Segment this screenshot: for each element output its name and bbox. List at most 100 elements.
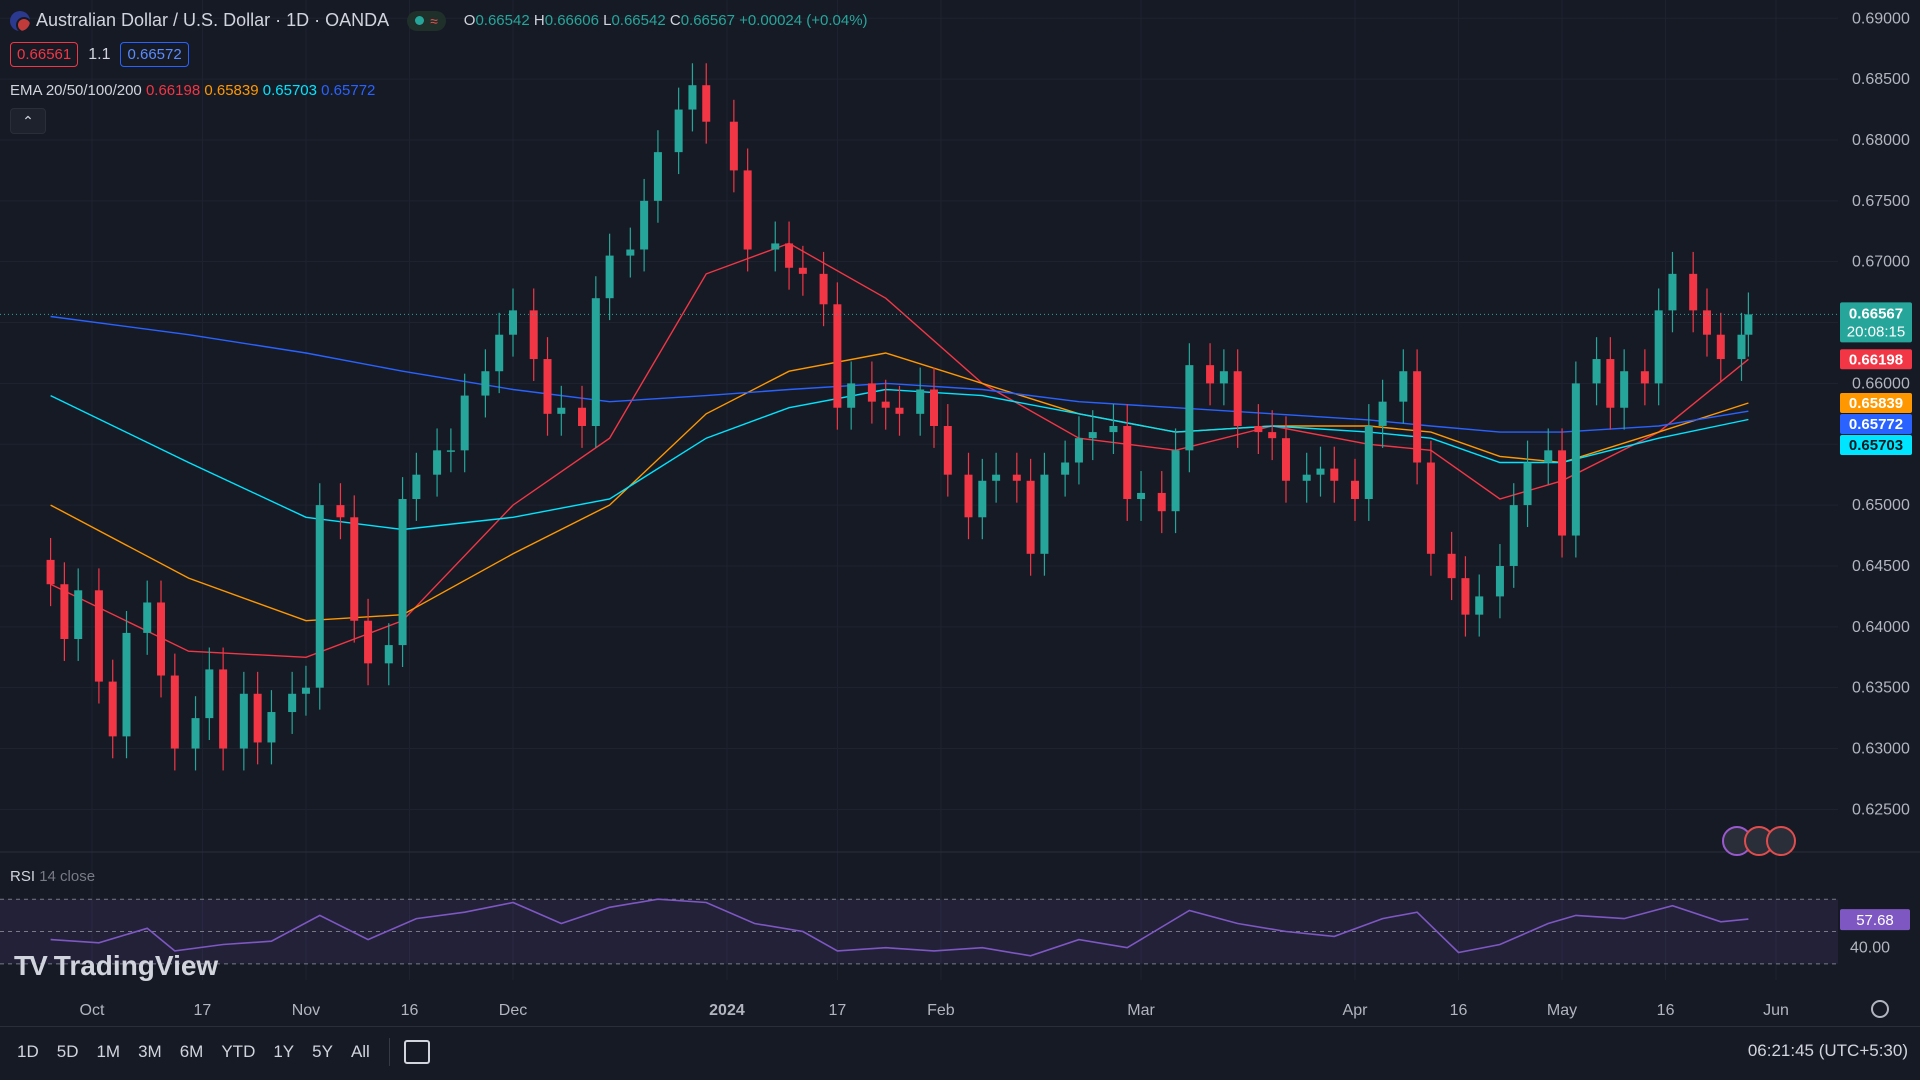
candle-down (108, 681, 117, 737)
candle-down (1413, 371, 1422, 463)
candle-up (446, 450, 455, 452)
range-6m-button[interactable]: 6M (179, 1042, 204, 1061)
range-1m-button[interactable]: 1M (96, 1042, 121, 1061)
candle-up (1495, 565, 1504, 597)
candle-down (1233, 371, 1242, 426)
candle-up (978, 480, 987, 518)
range-3m-button[interactable]: 3M (138, 1042, 162, 1061)
candle-down (253, 693, 262, 743)
candle-up (1185, 365, 1194, 451)
candle-up (1171, 450, 1180, 512)
candle-up (460, 395, 469, 451)
candle-down (819, 273, 828, 305)
candle-up (653, 152, 662, 201)
candle-up (1399, 371, 1408, 402)
candle-down (743, 170, 752, 250)
candle-down (219, 669, 228, 749)
price-tick-label: 0.67500 (1852, 193, 1910, 210)
time-tick-label: Feb (927, 1002, 955, 1019)
collapse-legend-button[interactable]: ⌃ (10, 108, 46, 134)
rsi-pane: 40.00 57.68 (0, 898, 1910, 965)
candle-down (170, 675, 179, 749)
candle-down (364, 620, 373, 664)
candle-up (191, 718, 200, 749)
candle-down (543, 359, 552, 414)
candle-up (1744, 314, 1753, 335)
ema20-value: 0.66198 (145, 82, 201, 99)
range-1y-button[interactable]: 1Y (273, 1042, 295, 1061)
tradingview-logo[interactable]: TV TradingView (14, 950, 218, 982)
candle-down (1351, 480, 1359, 500)
candle-down (943, 426, 952, 475)
time-tick-label: 17 (194, 1002, 212, 1019)
candle-down (895, 407, 904, 414)
candle-up (640, 200, 649, 250)
candle-down (833, 304, 842, 408)
candle-up (1654, 310, 1663, 384)
candle-up (398, 499, 407, 646)
time-tick-label: Nov (292, 1002, 320, 1019)
high-label: H (533, 12, 545, 29)
time-tick-label: Mar (1127, 1002, 1155, 1019)
candle-up (384, 645, 393, 664)
range-ytd-button[interactable]: YTD (221, 1042, 256, 1061)
ema200-tag: 0.65772 (1849, 416, 1903, 433)
ema100-value: 0.65703 (262, 82, 317, 99)
us-flag-event-icon[interactable] (1766, 826, 1796, 856)
candle-down (964, 474, 973, 518)
session-clock[interactable]: 06:21:45 (UTC+5:30) (1747, 1041, 1908, 1060)
range-1d-button[interactable]: 1D (17, 1042, 39, 1061)
ema50-tag-bg (1840, 392, 1912, 413)
candle-up (1074, 438, 1083, 463)
close-value: 0.66567 (680, 12, 735, 29)
candle-up (1668, 273, 1677, 311)
rsi-value-tag (1840, 909, 1910, 931)
chevron-up-icon: ⌃ (22, 112, 34, 129)
calendar-goto-icon[interactable] (403, 1040, 430, 1064)
sell-button[interactable]: 0.66561 (10, 42, 79, 67)
candle-down (1281, 438, 1290, 481)
candle-up (495, 334, 504, 372)
ema-line (50, 242, 1749, 659)
candle-down (46, 559, 55, 585)
candle-up (1137, 492, 1146, 500)
time-axis[interactable]: Oct 17 Nov 16 Dec 2024 17 Feb Mar Apr 16 May 16 Jun (80, 1000, 1889, 1019)
time-tick-label: 16 (1450, 1002, 1468, 1019)
candle-up (1592, 359, 1601, 384)
candle-up (557, 407, 566, 414)
candle-down (157, 602, 166, 676)
candle-down (1012, 474, 1021, 481)
range-all-button[interactable]: All (350, 1042, 370, 1061)
candle-down (1157, 492, 1166, 512)
candle-down (1447, 553, 1456, 579)
candle-up (1509, 505, 1518, 566)
price-tick-label: 0.66000 (1852, 375, 1910, 392)
candle-up (301, 687, 310, 694)
candle-up (605, 255, 614, 299)
buy-button[interactable]: 0.66572 (120, 42, 189, 67)
candle-up (626, 249, 635, 256)
event-badges[interactable] (1722, 826, 1796, 856)
range-5d-button[interactable]: 5D (56, 1042, 79, 1061)
rsi-legend[interactable]: RSI 14 close (10, 868, 95, 885)
time-tick-label: 16 (401, 1002, 419, 1019)
candle-up (1620, 371, 1629, 408)
candle-down (1330, 468, 1339, 481)
candle-up (1364, 426, 1373, 500)
last-price-tag-bg (1840, 302, 1912, 343)
ema20-tag-bg (1840, 349, 1912, 370)
symbol-title[interactable]: Australian Dollar / U.S. Dollar · 1D · O… (36, 10, 390, 30)
candles (0, 63, 1838, 771)
range-5y-button[interactable]: 5Y (312, 1042, 333, 1061)
time-tick-label: 16 (1657, 1002, 1675, 1019)
candle-down (1702, 310, 1711, 335)
market-status-pill[interactable]: ≈ (407, 10, 446, 31)
symbol-legend: Australian Dollar / U.S. Dollar · 1D · O… (10, 10, 868, 31)
open-label: O (463, 12, 476, 29)
low-label: L (603, 12, 612, 29)
candle-down (1123, 426, 1132, 500)
candle-down (729, 121, 738, 171)
change-value: +0.00024 (+0.04%) (739, 12, 868, 29)
ema-legend[interactable]: EMA 20/50/100/200 0.66198 0.65839 0.6570… (10, 82, 375, 99)
